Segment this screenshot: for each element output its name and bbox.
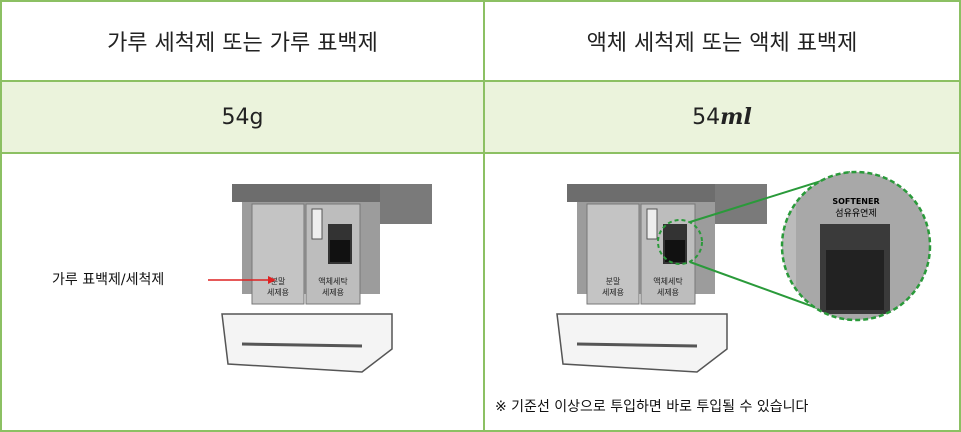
header-text: 가루 세척제 또는 가루 표백제 (107, 31, 378, 56)
zoom-ring (657, 219, 703, 265)
rule (0, 80, 961, 82)
drawer-label: 액체세탁 (318, 276, 348, 286)
zoom-ring (780, 170, 932, 322)
drawer-label: 세제용 (322, 288, 344, 297)
drawer-label: 세제용 (602, 288, 624, 297)
amount-cell: 54 g (2, 82, 483, 152)
drawer-label: SOFTENER (832, 197, 879, 206)
rule (0, 152, 961, 154)
amount: 54 (692, 104, 721, 130)
rule (0, 0, 961, 2)
drawer-label: 액체세탁 (653, 276, 683, 286)
rule (959, 0, 961, 432)
amount: 54 (221, 104, 250, 130)
header-cell: 가루 세척제 또는 가루 표백제 (2, 2, 483, 80)
callout-arrow (268, 276, 276, 284)
drawer-label: 분말 (606, 277, 621, 286)
callout: 가루 표백제/세척제 (52, 272, 164, 288)
unit: g (249, 104, 264, 130)
drawer-label: 섬유유연제 (835, 208, 876, 219)
drawer-label: 세제용 (267, 288, 289, 297)
drawer-label: 분말 (271, 277, 286, 286)
illustrations: 분말 세제용 액체세탁 세제용 분말 세제용 액체세탁 세제용 가루 표백제/세… (52, 170, 932, 415)
note: ※ 기준선 이상으로 투입하면 바로 투입될 수 있습니다 (495, 399, 808, 415)
header-text: 액체 세척제 또는 액체 표백제 (586, 31, 858, 56)
amount-cell: 54 ml (485, 82, 959, 152)
rule (0, 0, 2, 432)
rule (483, 0, 485, 432)
header-cell: 액체 세척제 또는 액체 표백제 (485, 2, 959, 80)
drawer-label: 세제용 (657, 288, 679, 297)
unit: ml (720, 104, 752, 130)
rule (0, 430, 961, 432)
